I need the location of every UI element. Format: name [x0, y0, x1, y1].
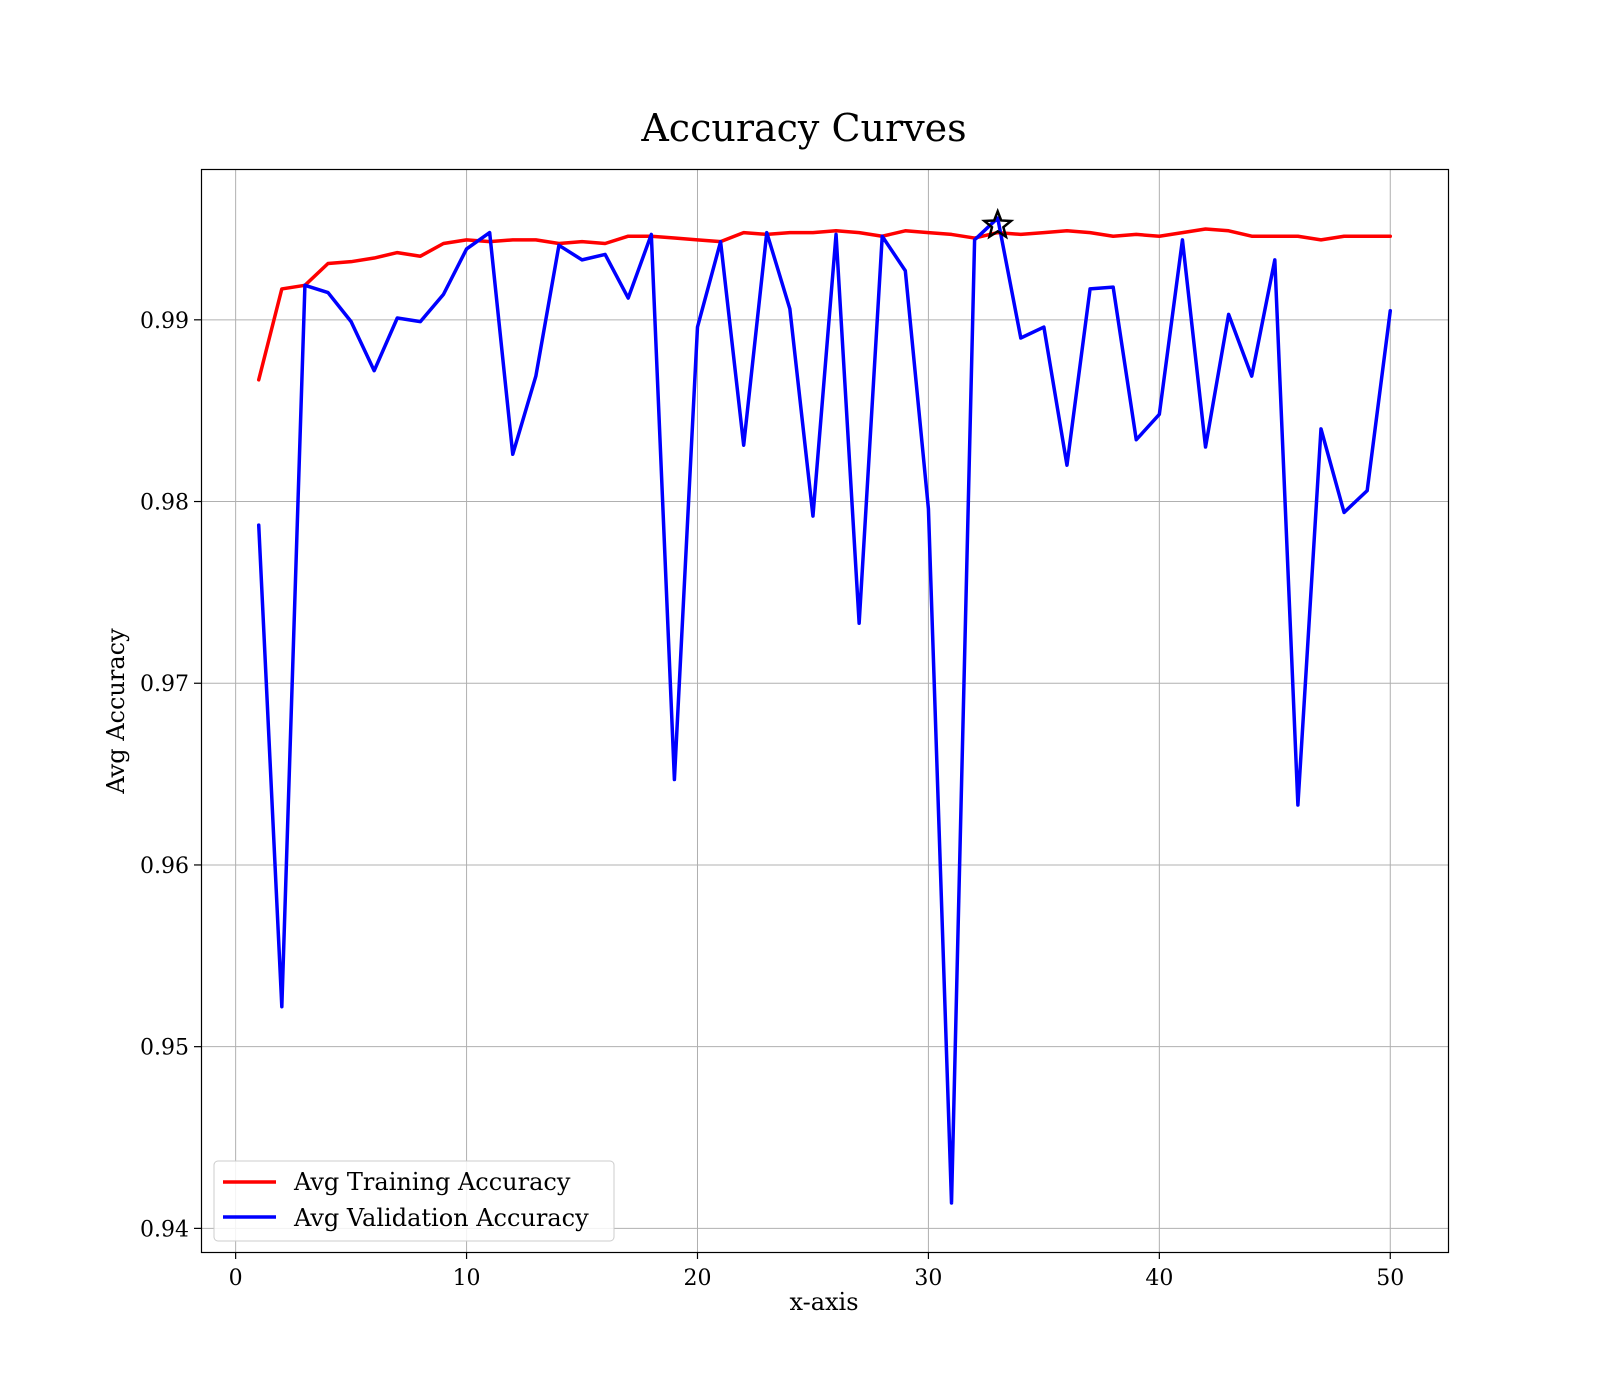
- y-tick-label: 0.95: [140, 1036, 189, 1061]
- x-tick-label: 50: [1376, 1266, 1404, 1291]
- y-tick-label: 0.98: [140, 491, 189, 516]
- legend-label-training: Avg Training Accuracy: [293, 1168, 571, 1196]
- plot-frame: [200, 168, 1450, 1254]
- x-tick-label: 20: [683, 1266, 711, 1291]
- series-line-training: [256, 227, 1393, 382]
- y-tick-label: 0.97: [140, 672, 189, 697]
- star-marker: [981, 207, 1015, 240]
- y-tick-label: 0.99: [140, 309, 189, 334]
- series-lines: [256, 216, 1393, 1205]
- y-tick-label: 0.96: [140, 854, 189, 879]
- legend-label-validation: Avg Validation Accuracy: [293, 1204, 589, 1232]
- x-tick-label: 40: [1145, 1266, 1173, 1291]
- x-tick-label: 30: [914, 1266, 942, 1291]
- ticks: 0 10 20 30 40 50 0.94 0.95 0.96 0.97 0.98 0.99: [140, 309, 1404, 1291]
- y-axis-label: Avg Accuracy: [102, 628, 130, 795]
- x-axis-label: x-axis: [789, 1288, 858, 1316]
- x-tick-label: 10: [453, 1266, 481, 1291]
- legend-box: [213, 1160, 615, 1242]
- best-marker: [981, 207, 1015, 240]
- series-line-validation: [256, 216, 1393, 1205]
- x-tick-label: 0: [229, 1266, 243, 1291]
- chart-title: Accuracy Curves: [640, 106, 966, 150]
- y-tick-label: 0.94: [140, 1217, 189, 1242]
- legend: Avg Training Accuracy Avg Validation Acc…: [213, 1160, 615, 1242]
